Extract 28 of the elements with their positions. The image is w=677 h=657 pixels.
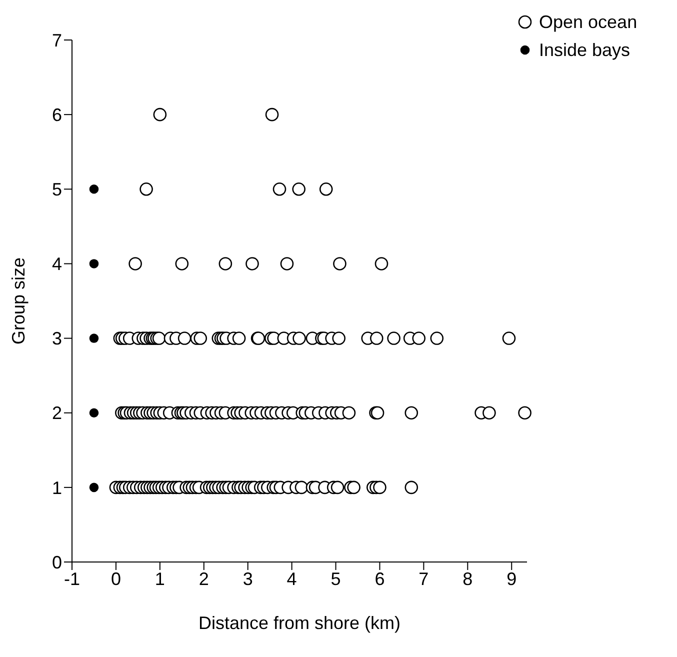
- point: [89, 184, 99, 194]
- x-tick-label: 3: [242, 568, 253, 589]
- y-tick-label: 0: [52, 552, 62, 572]
- y-axis-title: Group size: [8, 257, 28, 345]
- point: [89, 482, 99, 492]
- y-tick-label: 3: [52, 328, 62, 349]
- x-tick-label: 2: [198, 568, 209, 589]
- x-tick-label: 6: [374, 568, 385, 589]
- y-tick-label: 5: [52, 180, 62, 200]
- y-tick-label: 1: [52, 478, 62, 498]
- x-tick-label: 8: [462, 568, 473, 589]
- y-tick-label: 4: [52, 254, 62, 274]
- legend-label: Inside bays: [539, 40, 630, 60]
- x-tick-label: 5: [330, 568, 341, 589]
- legend-label: Open ocean: [539, 12, 638, 32]
- x-tick-label: 1: [154, 568, 165, 589]
- point: [89, 259, 99, 268]
- y-tick-label: 6: [52, 104, 62, 125]
- x-tick-label: 4: [286, 568, 297, 589]
- x-tick-label: 9: [506, 568, 517, 589]
- x-tick-label: -1: [64, 568, 80, 589]
- x-tick-label: 0: [110, 568, 121, 589]
- x-tick-label: 7: [418, 568, 429, 589]
- x-axis-title: Distance from shore (km): [198, 613, 401, 633]
- y-tick-label: 2: [52, 403, 62, 424]
- y-tick-label: 7: [52, 30, 62, 50]
- point: [89, 408, 99, 418]
- point: [89, 334, 99, 343]
